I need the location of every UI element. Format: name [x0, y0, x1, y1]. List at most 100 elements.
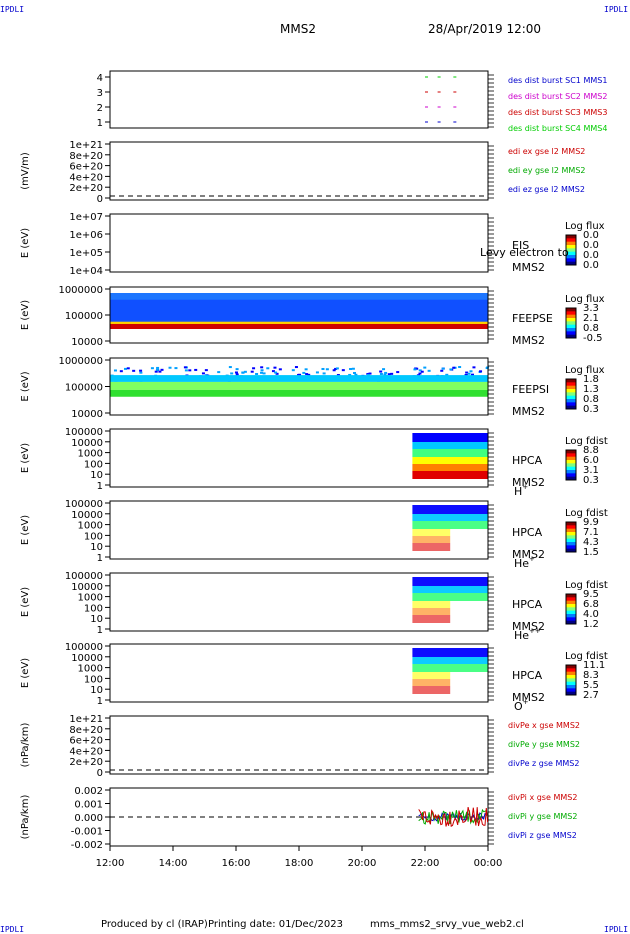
colorbar-title: Log fdist: [565, 651, 608, 662]
spectrogram-speckle: [452, 366, 456, 369]
colorbar-tick-label: 0.0: [583, 240, 599, 251]
spectrogram-band: [412, 615, 451, 623]
colorbar-title: Log fdist: [565, 508, 608, 519]
spectrogram-speckle: [458, 366, 462, 369]
spectrogram-speckle: [204, 369, 208, 372]
colorbar-tick-label: 7.1: [583, 527, 599, 538]
footer-filename: mms_mms2_srvy_vue_web2.cl: [370, 919, 524, 930]
colorbar-swatch: [566, 681, 576, 686]
y-axis-label: (nPa/km): [20, 723, 31, 768]
spacecraft-label: MMS2: [512, 476, 545, 489]
y-tick-label: 100000: [65, 427, 103, 438]
series-line: [418, 806, 489, 827]
spectrogram-speckle: [366, 373, 370, 376]
colorbar-title: Log flux: [565, 365, 605, 376]
spectrogram-speckle: [297, 373, 301, 376]
spectrogram-speckle: [445, 373, 449, 376]
y-axis-label: E (eV): [20, 371, 31, 401]
colorbar-swatch: [566, 535, 576, 540]
spacecraft-label: MMS2: [512, 620, 545, 633]
colorbar-swatch: [566, 665, 576, 669]
y-tick-label: 1e+21: [69, 140, 103, 151]
spectrogram-speckle: [382, 368, 386, 371]
spectrogram-band: [412, 505, 488, 514]
colorbar-frame: [565, 449, 577, 481]
colorbar-swatch: [566, 324, 576, 329]
corner-mark-bottom-right: IPDLI: [604, 925, 629, 934]
panel-edi: [105, 141, 494, 201]
y-axis-label: E (eV): [20, 658, 31, 688]
colorbar-swatch: [566, 675, 576, 679]
spacecraft-label: MMS2: [512, 691, 545, 704]
spectrogram-speckle: [139, 369, 143, 372]
colorbar-swatch: [566, 402, 576, 407]
panel-feepse: [105, 286, 577, 344]
x-tick-label: 18:00: [285, 858, 314, 869]
spacecraft-label: MMS2: [512, 334, 545, 347]
spectrogram-band: [412, 601, 451, 608]
colorbar-title: Log fdist: [565, 580, 608, 591]
colorbar-swatch: [566, 620, 576, 625]
y-tick-label: 1: [97, 696, 103, 707]
panel-frame: [109, 500, 489, 560]
spectrogram-speckle: [390, 372, 394, 375]
y-tick-label: 10000: [71, 409, 103, 420]
y-tick-label: 4e+20: [69, 746, 103, 757]
panel-feepsi: [105, 357, 577, 416]
colorbar-swatch: [566, 532, 576, 536]
colorbar: [565, 307, 577, 339]
spectrogram-speckle: [354, 373, 358, 376]
colorbar-swatch: [566, 668, 576, 673]
y-axis-label: E (eV): [20, 587, 31, 617]
spectrogram-speckle: [243, 370, 247, 373]
colorbar-frame: [565, 378, 577, 410]
colorbar-tick-label: 1.8: [583, 374, 599, 385]
colorbar: [565, 378, 577, 410]
spectrogram-band: [110, 323, 488, 329]
spectrogram-band: [412, 449, 488, 457]
spectrogram-speckle: [467, 372, 471, 375]
spectrogram-speckle: [262, 372, 266, 375]
spectrogram-speckle: [274, 371, 278, 374]
colorbar-tick-label: 3.3: [583, 303, 599, 314]
spectrogram-speckle: [139, 371, 143, 374]
spectrogram-speckle: [325, 368, 329, 371]
colorbar-swatch: [566, 385, 576, 390]
panel-divpi: [105, 787, 494, 847]
y-tick-label: 1000: [78, 664, 103, 675]
colorbar-tick-label: -0.5: [583, 333, 603, 344]
colorbar-tick-label: 1.3: [583, 384, 599, 395]
x-tick-label: 14:00: [159, 858, 188, 869]
legend-entry: divPi z gse MMS2: [508, 831, 577, 840]
colorbar-tick-label: 0.0: [583, 230, 599, 241]
colorbar-swatch: [566, 542, 576, 546]
spectrogram-band: [412, 543, 451, 551]
y-tick-label: 1e+21: [69, 714, 103, 725]
spectrogram-speckle: [234, 371, 238, 374]
spectrogram-speckle: [349, 368, 353, 371]
colorbar-swatch: [566, 678, 576, 683]
spectrogram-band: [412, 686, 451, 694]
spectrogram-band: [412, 608, 451, 615]
y-tick-label: 6e+20: [69, 162, 103, 173]
colorbar-tick-label: 0.8: [583, 323, 599, 334]
panel-coverage: [105, 70, 494, 129]
colorbar-swatch: [566, 610, 576, 615]
legend-entry: des dist burst SC2 MMS2: [508, 92, 607, 101]
spectrogram-speckle: [201, 372, 205, 375]
spectrogram-speckle: [341, 369, 345, 372]
x-tick-label: 22:00: [411, 858, 440, 869]
spectrogram-band: [110, 389, 488, 397]
panel-frame: [109, 213, 489, 273]
colorbar-swatch: [566, 525, 576, 530]
spectrogram-speckle: [348, 373, 352, 376]
y-tick-label: 1: [97, 625, 103, 636]
spacecraft-label: MMS2: [512, 261, 545, 274]
colorbar-title: Log flux: [565, 294, 605, 305]
spectrogram-speckle: [183, 366, 187, 369]
y-tick-label: -0.002: [71, 840, 103, 851]
panel-hpca-he: [105, 500, 577, 560]
colorbar-swatch: [566, 614, 576, 618]
colorbar-swatch: [566, 685, 576, 689]
y-tick-label: 6e+20: [69, 736, 103, 747]
